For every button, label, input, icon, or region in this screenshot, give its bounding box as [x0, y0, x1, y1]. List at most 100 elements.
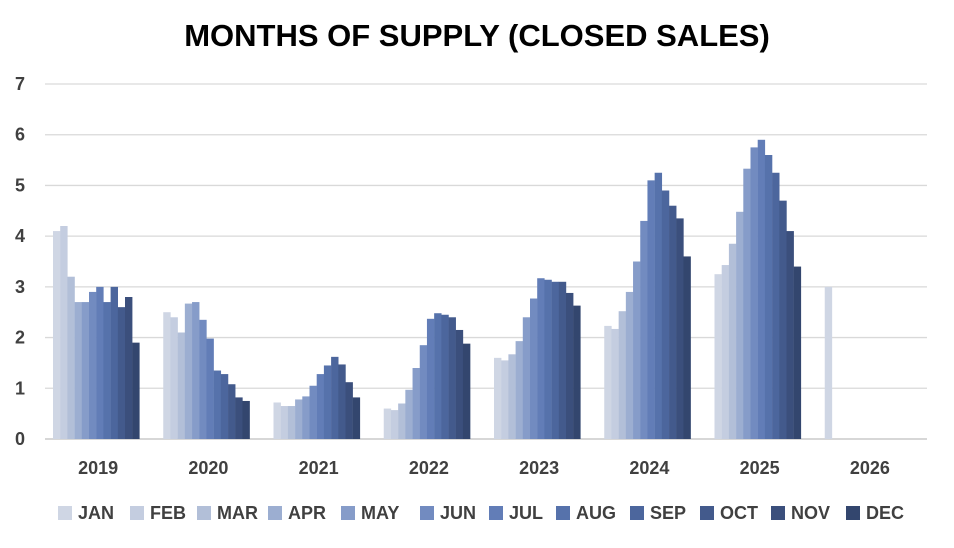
bar-2019-oct	[117, 307, 126, 439]
bar-2022-aug	[434, 313, 442, 439]
x-category-label: 2020	[188, 458, 228, 478]
bar-2023-nov	[566, 292, 574, 439]
bar-2022-sep	[441, 314, 449, 439]
bar-2021-jan	[273, 402, 281, 439]
bar-2025-oct	[779, 200, 787, 439]
bar-2025-mar	[728, 243, 737, 439]
bar-2024-jun	[640, 220, 648, 439]
bar-2022-jul	[426, 318, 435, 439]
bar-2023-dec	[573, 305, 581, 439]
bar-2023-mar	[508, 354, 516, 439]
bar-2024-apr	[625, 291, 634, 439]
bar-2022-jun	[419, 345, 428, 439]
bar-2024-sep	[661, 190, 670, 439]
bar-2024-oct	[669, 205, 677, 439]
bar-2020-mar	[177, 332, 186, 439]
bar-2022-feb	[390, 410, 399, 439]
bar-2021-may	[302, 396, 310, 439]
bar-2023-oct	[558, 281, 567, 439]
x-category-label: 2026	[850, 458, 890, 478]
legend-label-aug: AUG	[576, 503, 616, 523]
legend-label-sep: SEP	[650, 503, 686, 523]
bar-2024-jul	[647, 180, 655, 439]
bar-2025-jan	[714, 274, 722, 439]
bar-2023-feb	[501, 360, 509, 439]
bar-2020-aug	[213, 370, 222, 439]
bar-2026-jan	[824, 286, 833, 439]
y-tick-label: 2	[15, 328, 25, 348]
legend-swatch-feb	[130, 506, 144, 520]
bar-2020-oct	[228, 384, 236, 439]
legend-swatch-jun	[420, 506, 434, 520]
bar-2019-apr	[74, 302, 82, 439]
bar-2024-mar	[618, 311, 627, 439]
bar-2019-jul	[96, 286, 104, 439]
bar-2024-nov	[676, 218, 684, 439]
bar-2021-jul	[316, 374, 325, 439]
legend-swatch-sep	[630, 506, 644, 520]
bar-2022-jan	[383, 408, 392, 439]
bar-2019-dec	[132, 342, 140, 439]
bar-2020-nov	[235, 397, 243, 439]
bar-2020-may	[192, 302, 200, 439]
x-axis-categories: 2019 2020 2021 2022 2023 2024 2025 2026	[78, 458, 890, 478]
bar-2021-apr	[295, 399, 303, 439]
bar-2024-aug	[654, 172, 663, 439]
legend-label-jun: JUN	[440, 503, 476, 523]
bar-2019-nov	[125, 297, 133, 439]
legend-label-apr: APR	[288, 503, 326, 523]
bar-2023-jul	[537, 278, 545, 439]
legend-swatch-jan	[58, 506, 72, 520]
bar-2019-aug	[103, 302, 111, 439]
bar-2025-dec	[793, 266, 802, 439]
bar-2021-feb	[280, 406, 289, 439]
y-tick-label: 1	[15, 378, 25, 398]
bar-2022-mar	[398, 403, 406, 439]
legend-swatch-jul	[489, 506, 503, 520]
bar-2022-oct	[448, 317, 456, 439]
x-category-label: 2024	[629, 458, 669, 478]
legend-swatch-nov	[771, 506, 785, 520]
legend-label-oct: OCT	[720, 503, 758, 523]
bar-2019-jan	[53, 231, 61, 439]
legend-swatch-mar	[197, 506, 211, 520]
bar-2025-aug	[764, 155, 773, 439]
chart-title: MONTHS OF SUPPLY (CLOSED SALES)	[184, 18, 770, 53]
x-category-label: 2023	[519, 458, 559, 478]
legend-label-nov: NOV	[791, 503, 830, 523]
bar-2025-jun	[750, 147, 758, 439]
y-tick-label: 7	[15, 74, 25, 94]
bar-2021-mar	[287, 406, 296, 439]
legend-swatch-aug	[556, 506, 570, 520]
bar-2022-dec	[462, 343, 471, 439]
bar-2024-jan	[604, 325, 612, 439]
bar-2020-jun	[199, 319, 207, 439]
legend-swatch-apr	[268, 506, 282, 520]
bar-2020-apr	[184, 303, 193, 439]
legend-label-feb: FEB	[150, 503, 186, 523]
legend: JAN FEB MAR APR MAY JUN JUL AUG SEP OCT NOV DEC	[58, 503, 904, 523]
x-category-label: 2022	[409, 458, 449, 478]
bar-2024-feb	[611, 328, 619, 439]
legend-label-dec: DEC	[866, 503, 904, 523]
bar-2021-dec	[352, 397, 361, 439]
bar-2024-may	[633, 261, 641, 439]
y-tick-label: 0	[15, 429, 25, 449]
bar-2025-may	[743, 168, 751, 439]
y-tick-label: 5	[15, 175, 25, 195]
y-tick-label: 3	[15, 277, 25, 297]
bar-2021-nov	[345, 382, 353, 439]
bar-2021-aug	[323, 365, 332, 439]
bar-2020-dec	[242, 400, 250, 439]
bar-2023-sep	[551, 281, 559, 439]
bar-2025-feb	[721, 265, 730, 439]
y-axis-ticks: 0 1 2 3 4 5 6 7	[15, 74, 25, 449]
legend-label-jan: JAN	[78, 503, 114, 523]
x-category-label: 2019	[78, 458, 118, 478]
bar-2023-jan	[494, 357, 502, 439]
bar-2020-jul	[206, 338, 214, 439]
bar-2019-mar	[67, 276, 75, 439]
y-tick-label: 6	[15, 125, 25, 145]
